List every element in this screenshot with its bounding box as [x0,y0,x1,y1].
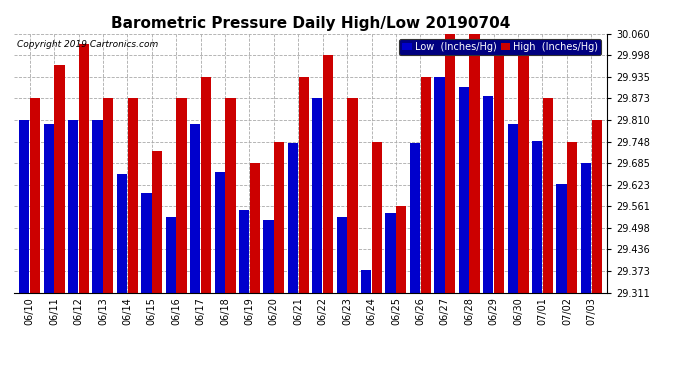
Bar [494,55,504,292]
Bar [421,77,431,292]
Bar [347,98,357,292]
Bar [141,193,152,292]
Bar [104,98,113,292]
Bar [361,270,371,292]
Bar [312,98,322,292]
Legend: Low  (Inches/Hg), High  (Inches/Hg): Low (Inches/Hg), High (Inches/Hg) [400,39,601,55]
Bar [459,87,469,292]
Bar [79,44,89,292]
Bar [55,65,65,292]
Bar [177,98,187,292]
Bar [92,120,103,292]
Bar [250,163,260,292]
Bar [386,213,396,292]
Title: Barometric Pressure Daily High/Low 20190704: Barometric Pressure Daily High/Low 20190… [111,16,510,31]
Bar [30,98,40,292]
Bar [19,120,30,292]
Bar [152,151,162,292]
Bar [274,141,284,292]
Bar [201,77,211,292]
Bar [581,163,591,292]
Bar [117,174,127,292]
Bar [396,206,406,292]
Bar [264,220,274,292]
Bar [532,141,542,292]
Bar [508,124,518,292]
Bar [43,124,54,292]
Bar [434,77,444,292]
Bar [556,184,566,292]
Bar [225,98,235,292]
Bar [483,96,493,292]
Bar [68,120,78,292]
Bar [299,77,309,292]
Bar [469,34,480,292]
Bar [445,34,455,292]
Bar [128,98,138,292]
Bar [372,141,382,292]
Bar [323,55,333,292]
Bar [410,142,420,292]
Text: Copyright 2019 Cartronics.com: Copyright 2019 Cartronics.com [17,40,158,49]
Bar [288,142,298,292]
Bar [239,210,249,292]
Bar [567,141,578,292]
Bar [215,172,225,292]
Bar [190,124,200,292]
Bar [337,217,347,292]
Bar [518,55,529,292]
Bar [543,98,553,292]
Bar [166,217,176,292]
Bar [591,120,602,292]
